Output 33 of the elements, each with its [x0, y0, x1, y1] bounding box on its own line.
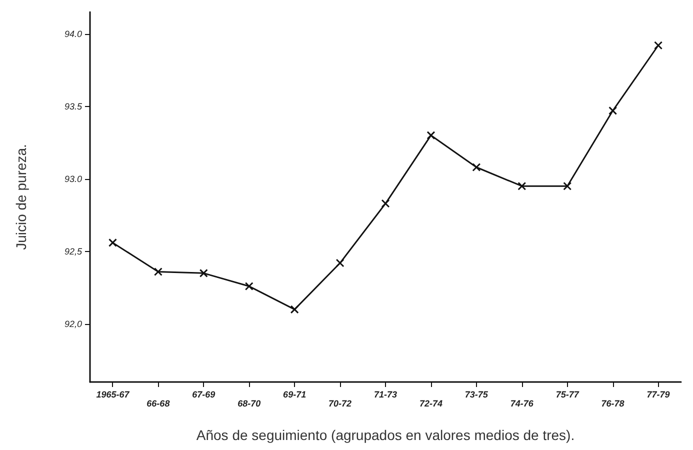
- x-tick-label: 69-71: [283, 390, 306, 400]
- point: [426, 131, 436, 140]
- x-tick-label: 77-79: [646, 390, 670, 400]
- point: [563, 182, 572, 190]
- y-axis-title: Juicio de pureza.: [13, 144, 29, 250]
- point: [608, 106, 618, 115]
- y-tick-label: 94.0: [64, 28, 82, 39]
- point: [290, 305, 299, 314]
- point: [154, 267, 162, 276]
- point: [336, 258, 344, 268]
- x-tick-label: 72-74: [419, 398, 442, 408]
- point: [472, 163, 481, 172]
- y-tick-label: 93.0: [64, 174, 82, 184]
- y-tick-label: 92,0: [64, 318, 82, 329]
- x-tick-label: 73-75: [464, 390, 489, 400]
- x-tick-label: 74-76: [510, 398, 534, 408]
- point: [244, 282, 254, 290]
- x-tick-label: 75-77: [556, 390, 580, 400]
- point: [108, 238, 117, 247]
- point: [199, 268, 208, 278]
- x-tick-label: 76-78: [601, 398, 624, 408]
- x-axis-title: Años de seguimiento (agrupados en valores medios de tres).: [196, 427, 575, 443]
- x-tick-label: 1965-67: [96, 390, 130, 400]
- y-tick-label: 92,5: [64, 246, 83, 256]
- y-tick-label: 93.5: [64, 101, 83, 112]
- x-tick-label: 70-72: [328, 398, 352, 408]
- x-tick-label: 66-68: [146, 398, 170, 408]
- x-tick-label: 71-73: [374, 390, 398, 400]
- x-tick-label: 67-69: [192, 390, 216, 400]
- point: [381, 199, 390, 208]
- point: [654, 41, 663, 50]
- x-tick-label: 68-70: [238, 398, 261, 408]
- point: [518, 182, 526, 190]
